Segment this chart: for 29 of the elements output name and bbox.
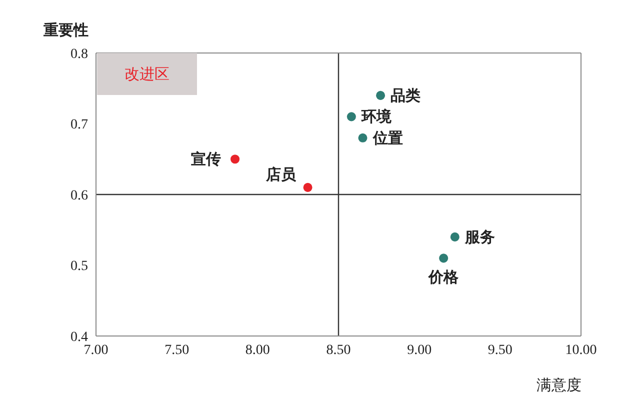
y-tick-label: 0.8 (70, 46, 88, 62)
x-tick-label: 9.00 (407, 342, 432, 358)
y-tick-label: 0.6 (70, 188, 88, 204)
annotation: 环境 (360, 108, 392, 126)
point (346, 112, 356, 122)
x-tick-label: 8.50 (326, 342, 351, 358)
x-tick-label: 8.00 (245, 342, 270, 358)
annotation: 位置 (372, 128, 403, 147)
annotation: 服务 (464, 228, 495, 246)
y-axis-title: 重要性 (42, 21, 88, 39)
annotation: 店员 (264, 165, 297, 184)
x-tick-label: 10.00 (565, 342, 597, 358)
x-axis-title: 满意度 (536, 376, 582, 394)
annotation: 品类 (390, 86, 421, 104)
x-tick-label: 9.50 (488, 342, 512, 358)
point (230, 154, 240, 164)
annotation: 宣传 (191, 150, 222, 168)
y-tick-label: 0.7 (70, 118, 88, 133)
point (450, 232, 460, 242)
y-tick-label: 0.4 (70, 330, 88, 345)
point (358, 133, 368, 142)
point (439, 254, 448, 263)
label-box: 改进区 (97, 53, 197, 95)
x-tick-label: 7.50 (164, 342, 190, 358)
y-tick-label: 0.5 (70, 259, 88, 274)
annotation: 价格 (428, 268, 460, 286)
point (303, 182, 312, 192)
x-tick-label: 7.00 (84, 342, 108, 358)
point (376, 90, 386, 100)
